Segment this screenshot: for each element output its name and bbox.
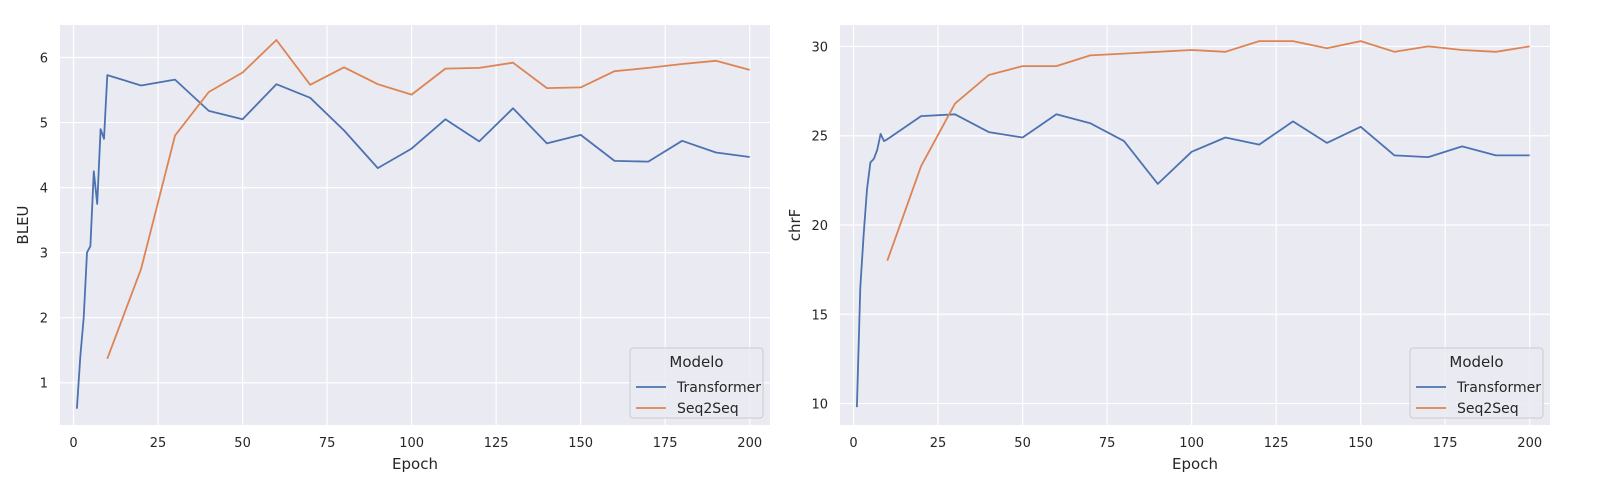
x-tick-label: 0	[69, 436, 77, 451]
x-tick-label: 25	[150, 436, 167, 451]
y-tick-label: 6	[40, 52, 48, 67]
series-line-transformer	[856, 113, 1530, 408]
series-line-transformer	[76, 74, 750, 409]
x-tick-label: 50	[1014, 436, 1031, 451]
legend-label-transformer: Transformer	[1456, 380, 1541, 396]
x-axis-label: Epoch	[1172, 455, 1218, 473]
y-tick-label: 4	[40, 182, 48, 197]
legend-box	[629, 347, 764, 419]
legend-title: Modelo	[669, 353, 723, 371]
x-tick-label: 0	[849, 436, 857, 451]
y-tick-label: 20	[811, 219, 828, 234]
x-tick-label: 200	[1517, 436, 1542, 451]
legend-title: Modelo	[1449, 353, 1503, 371]
legend: Modelo Transformer Seq2Seq	[629, 347, 764, 419]
legend-label-seq2seq: Seq2Seq	[677, 401, 739, 417]
x-tick-label: 175	[1433, 436, 1458, 451]
x-tick-label: 125	[484, 436, 509, 451]
x-axis-label: Epoch	[392, 455, 438, 473]
series-line-seq2seq	[886, 40, 1530, 262]
legend-label-seq2seq: Seq2Seq	[1457, 401, 1519, 417]
x-tick-label: 100	[1179, 436, 1204, 451]
x-tick-label: 75	[319, 436, 336, 451]
x-tick-label: 150	[1348, 436, 1373, 451]
legend-box	[1409, 347, 1544, 419]
y-axis-label: chrF	[786, 209, 804, 242]
legend-label-transformer: Transformer	[676, 380, 761, 396]
legend: Modelo Transformer Seq2Seq	[1409, 347, 1544, 419]
y-tick-label: 30	[811, 40, 828, 55]
series-line-seq2seq	[106, 39, 750, 360]
x-tick-label: 50	[234, 436, 251, 451]
chart-panel-2: 0 25 50 75 100 125 150 175 200 10 15 20 25 30 Epoch chr…	[786, 25, 1550, 473]
x-tick-label: 75	[1099, 436, 1116, 451]
x-tick-label: 150	[568, 436, 593, 451]
y-axis-label: BLEU	[14, 205, 32, 244]
y-tick-label: 15	[811, 308, 828, 323]
x-tick-label: 100	[399, 436, 424, 451]
x-tick-label: 125	[1264, 436, 1289, 451]
y-tick-label: 10	[811, 398, 828, 413]
y-tick-label: 2	[40, 312, 48, 327]
x-tick-label: 200	[737, 436, 762, 451]
y-tick-label: 25	[811, 130, 828, 145]
x-tick-label: 175	[653, 436, 678, 451]
chart-panel-1: 0 25 50 75 100 125 150 175 200 1 2 3 4 5 6 Epoch BLEU Mod…	[14, 25, 770, 473]
y-tick-label: 3	[40, 247, 48, 262]
y-tick-label: 1	[40, 377, 48, 392]
y-tick-label: 5	[40, 117, 48, 132]
x-tick-label: 25	[930, 436, 947, 451]
